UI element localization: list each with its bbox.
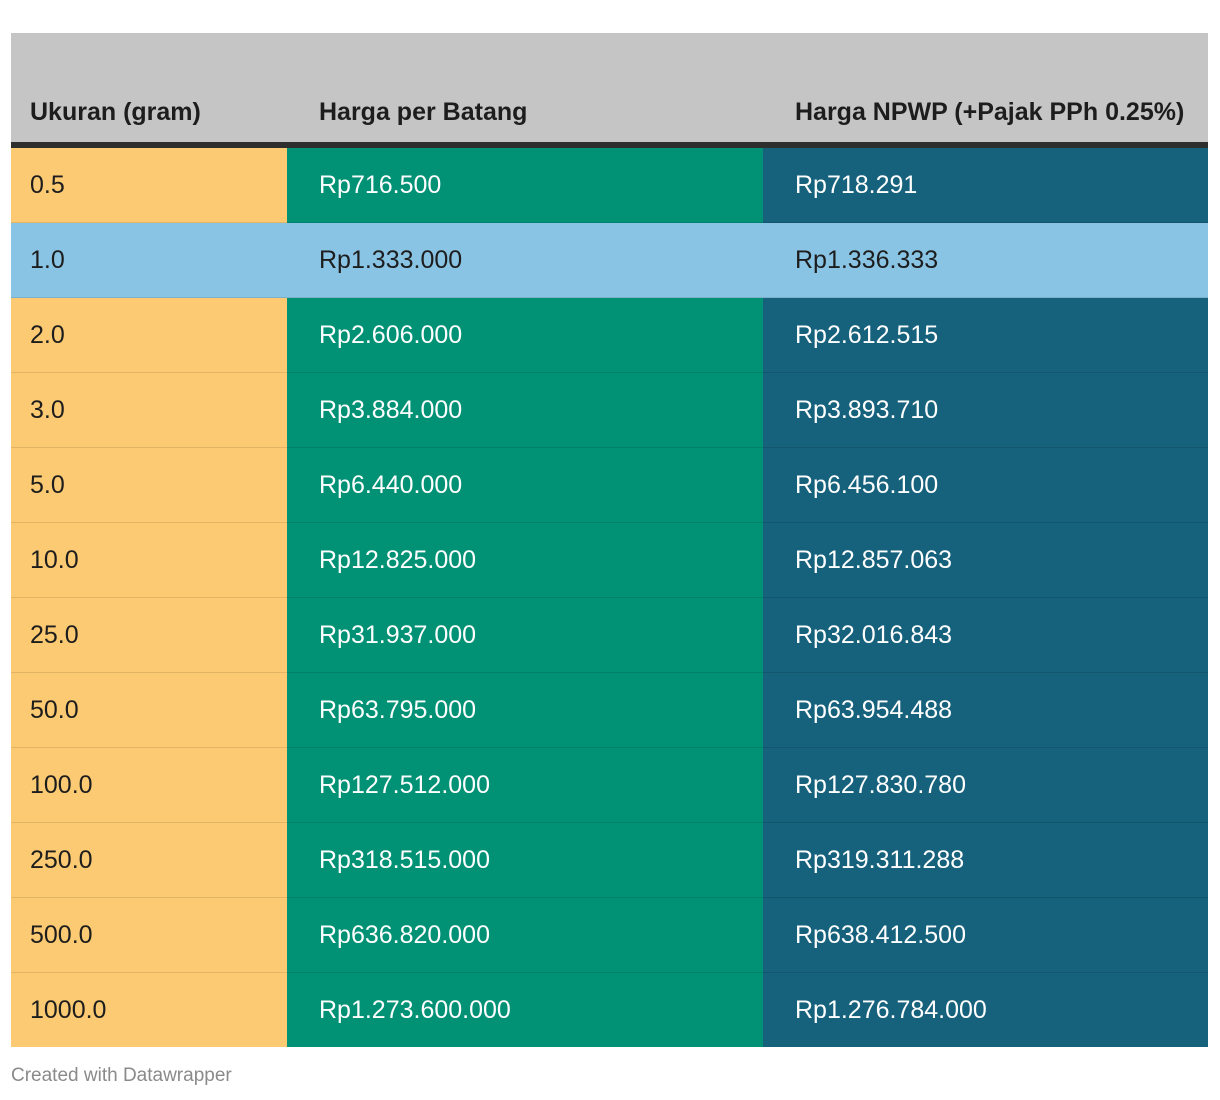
table-row: 25.0 Rp31.937.000 Rp32.016.843 [11, 597, 1208, 673]
cell-harga-npwp: Rp6.456.100 [763, 447, 1208, 523]
cell-ukuran: 25.0 [11, 597, 287, 673]
table-row: 250.0 Rp318.515.000 Rp319.311.288 [11, 822, 1208, 898]
cell-ukuran: 2.0 [11, 297, 287, 373]
cell-harga-per-batang: Rp2.606.000 [287, 297, 763, 373]
table-row: 1000.0 Rp1.273.600.000 Rp1.276.784.000 [11, 972, 1208, 1047]
gold-price-table: Ukuran (gram) Harga per Batang Harga NPW… [11, 33, 1208, 1047]
cell-ukuran: 10.0 [11, 522, 287, 598]
cell-harga-npwp: Rp2.612.515 [763, 297, 1208, 373]
table-row: 3.0 Rp3.884.000 Rp3.893.710 [11, 372, 1208, 448]
cell-ukuran: 1000.0 [11, 972, 287, 1047]
cell-ukuran: 50.0 [11, 672, 287, 748]
cell-harga-per-batang: Rp318.515.000 [287, 822, 763, 898]
table-header: Ukuran (gram) Harga per Batang Harga NPW… [11, 33, 1208, 148]
table-row: 1.0 Rp1.333.000 Rp1.336.333 [11, 222, 1208, 298]
col-header-harga-npwp: Harga NPWP (+Pajak PPh 0.25%) [763, 33, 1208, 148]
cell-ukuran: 0.5 [11, 145, 287, 223]
cell-harga-npwp: Rp1.336.333 [763, 222, 1208, 298]
cell-harga-per-batang: Rp12.825.000 [287, 522, 763, 598]
cell-harga-per-batang: Rp1.273.600.000 [287, 972, 763, 1047]
cell-harga-per-batang: Rp716.500 [287, 145, 763, 223]
table-row: 500.0 Rp636.820.000 Rp638.412.500 [11, 897, 1208, 973]
cell-harga-npwp: Rp127.830.780 [763, 747, 1208, 823]
table-row: 0.5 Rp716.500 Rp718.291 [11, 145, 1208, 223]
table-row: 5.0 Rp6.440.000 Rp6.456.100 [11, 447, 1208, 523]
table-row: 10.0 Rp12.825.000 Rp12.857.063 [11, 522, 1208, 598]
cell-harga-npwp: Rp12.857.063 [763, 522, 1208, 598]
cell-harga-npwp: Rp32.016.843 [763, 597, 1208, 673]
cell-ukuran: 3.0 [11, 372, 287, 448]
cell-harga-per-batang: Rp636.820.000 [287, 897, 763, 973]
cell-ukuran: 1.0 [11, 222, 287, 298]
cell-ukuran: 250.0 [11, 822, 287, 898]
cell-harga-npwp: Rp319.311.288 [763, 822, 1208, 898]
col-header-harga-per-batang: Harga per Batang [287, 33, 763, 148]
cell-harga-npwp: Rp3.893.710 [763, 372, 1208, 448]
cell-harga-npwp: Rp63.954.488 [763, 672, 1208, 748]
table-row: 50.0 Rp63.795.000 Rp63.954.488 [11, 672, 1208, 748]
cell-harga-per-batang: Rp31.937.000 [287, 597, 763, 673]
cell-ukuran: 5.0 [11, 447, 287, 523]
table-row: 2.0 Rp2.606.000 Rp2.612.515 [11, 297, 1208, 373]
cell-ukuran: 100.0 [11, 747, 287, 823]
datawrapper-attribution: Created with Datawrapper [11, 1065, 232, 1086]
cell-harga-per-batang: Rp6.440.000 [287, 447, 763, 523]
cell-harga-per-batang: Rp3.884.000 [287, 372, 763, 448]
cell-harga-npwp: Rp638.412.500 [763, 897, 1208, 973]
col-header-ukuran: Ukuran (gram) [11, 33, 287, 148]
cell-harga-npwp: Rp718.291 [763, 145, 1208, 223]
header-row: Ukuran (gram) Harga per Batang Harga NPW… [11, 33, 1208, 148]
cell-harga-npwp: Rp1.276.784.000 [763, 972, 1208, 1047]
cell-harga-per-batang: Rp127.512.000 [287, 747, 763, 823]
table-row: 100.0 Rp127.512.000 Rp127.830.780 [11, 747, 1208, 823]
cell-harga-per-batang: Rp1.333.000 [287, 222, 763, 298]
cell-harga-per-batang: Rp63.795.000 [287, 672, 763, 748]
table-body: 0.5 Rp716.500 Rp718.291 1.0 Rp1.333.000 Rp1.3… [11, 145, 1208, 1047]
cell-ukuran: 500.0 [11, 897, 287, 973]
